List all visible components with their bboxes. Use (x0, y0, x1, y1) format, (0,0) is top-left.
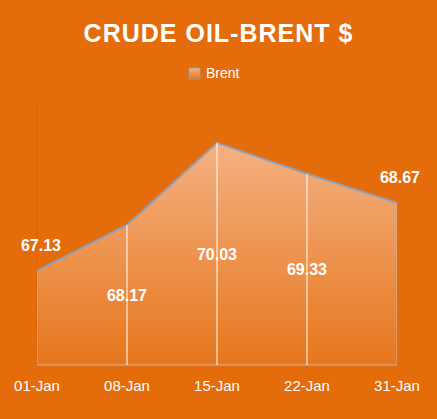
x-tick-label: 31-Jan (374, 377, 420, 394)
x-tick-label: 15-Jan (194, 377, 240, 394)
data-label: 68.17 (107, 287, 147, 304)
legend: Brent (189, 65, 240, 81)
data-label: 67.13 (21, 237, 61, 254)
legend-swatch (189, 68, 200, 79)
legend-label: Brent (206, 65, 240, 81)
data-label: 70.03 (197, 246, 237, 263)
y-axis-line (37, 100, 38, 365)
x-tick-label: 22-Jan (284, 377, 330, 394)
chart: CRUDE OIL-BRENT $ Brent 67.13 68.17 70.03 69.… (0, 0, 437, 419)
area (37, 143, 397, 365)
x-tick-label: 01-Jan (14, 377, 60, 394)
title: CRUDE OIL-BRENT $ (84, 19, 354, 47)
data-label: 68.67 (380, 169, 420, 186)
background (0, 0, 437, 419)
plot-area (37, 143, 397, 365)
drop-line (397, 203, 398, 365)
drop-line (37, 271, 38, 365)
x-tick-label: 08-Jan (104, 377, 150, 394)
data-label: 69.33 (287, 261, 327, 278)
